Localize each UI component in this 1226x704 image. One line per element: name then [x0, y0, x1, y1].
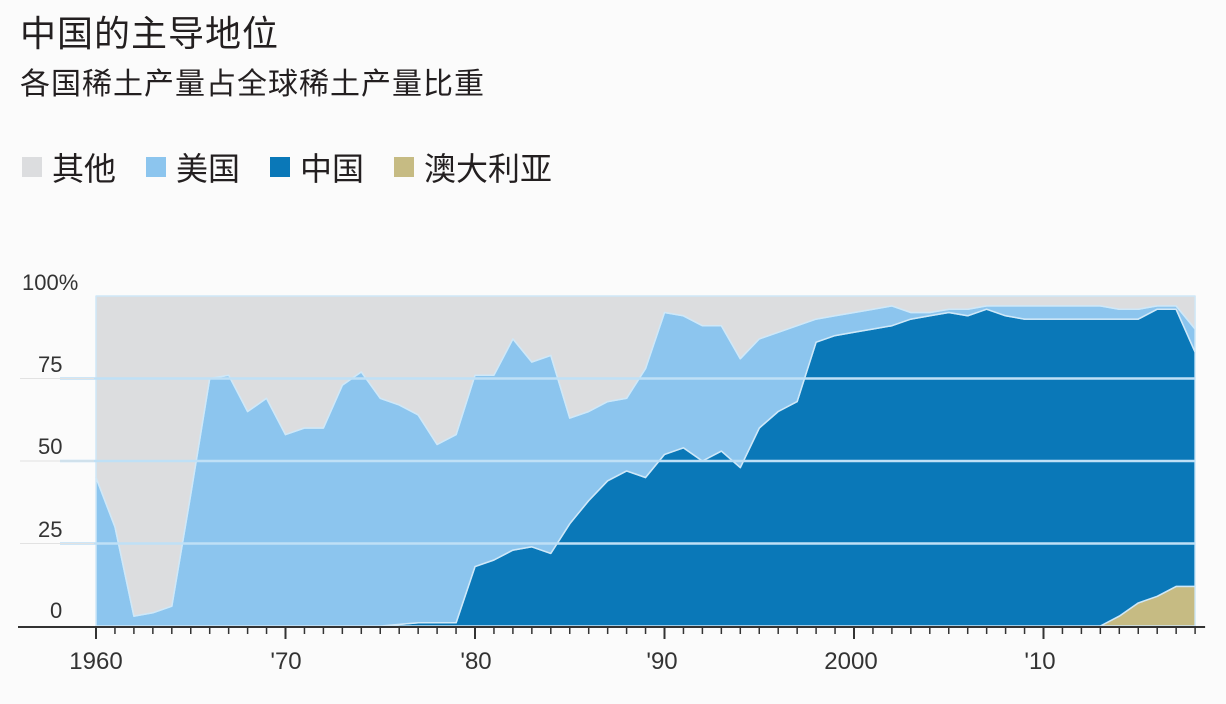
legend: 其他 美国 中国 澳大利亚 — [22, 144, 582, 190]
legend-label-usa: 美国 — [176, 150, 241, 188]
gridlines — [20, 377, 1196, 545]
y-tick-100: 100% — [22, 270, 79, 295]
area-其他 — [95, 295, 1196, 617]
y-tick-75: 75 — [38, 352, 63, 377]
legend-swatch-other — [22, 157, 42, 177]
legend-label-other: 其他 — [52, 150, 117, 188]
legend-item-china: 中国 — [270, 144, 364, 190]
legend-item-other: 其他 — [22, 144, 116, 190]
chart-title: 中国的主导地位 — [20, 14, 280, 55]
x-tick-1990: '90 — [646, 648, 678, 675]
x-tick-2000: 2000 — [824, 648, 878, 675]
chart-subtitle: 各国稀土产量占全球稀土产量比重 — [20, 67, 485, 102]
x-axis — [18, 626, 1206, 639]
x-tick-1980: '80 — [460, 648, 492, 675]
legend-swatch-usa — [146, 157, 167, 177]
legend-label-australia: 澳大利亚 — [424, 150, 553, 188]
y-tick-25: 25 — [38, 517, 63, 542]
x-tick-2010: '10 — [1024, 648, 1056, 675]
x-tick-1970: '70 — [270, 648, 302, 675]
legend-swatch-australia — [394, 157, 415, 177]
legend-item-australia: 澳大利亚 — [394, 144, 552, 190]
y-tick-50: 50 — [38, 434, 63, 459]
x-tick-1960: 1960 — [69, 648, 123, 675]
y-tick-0: 0 — [50, 598, 63, 623]
legend-swatch-china — [270, 157, 291, 177]
legend-item-usa: 美国 — [146, 144, 240, 190]
legend-label-china: 中国 — [300, 150, 365, 188]
area-layers — [95, 295, 1196, 627]
